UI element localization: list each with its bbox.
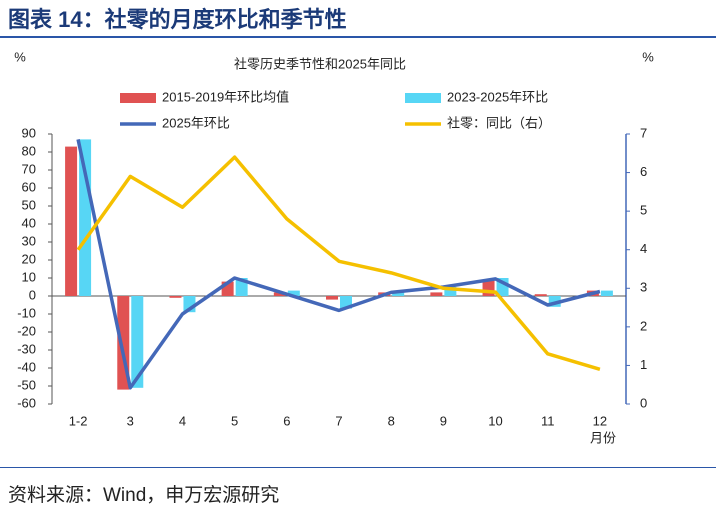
chart: 社零历史季节性和2025年同比 % % 月份 -60 -50 -40 -30 -20 -1… bbox=[14, 49, 654, 445]
x-axis-label: 月份 bbox=[590, 430, 616, 445]
y-tick-label: 20 bbox=[22, 251, 36, 266]
y-unit: % bbox=[14, 49, 26, 64]
y-tick-label: -50 bbox=[17, 377, 36, 392]
bar bbox=[600, 290, 613, 296]
x-tick-label: 12 bbox=[593, 413, 607, 428]
y2-tick-label: 4 bbox=[640, 241, 647, 256]
legend-label: 2023-2025年环比 bbox=[447, 89, 548, 104]
bar bbox=[326, 296, 338, 300]
y2-tick-label: 1 bbox=[640, 357, 647, 372]
y-tick-label: 40 bbox=[22, 215, 36, 230]
y-tick-label: -40 bbox=[17, 359, 36, 374]
bar bbox=[273, 292, 286, 296]
legend-label: 社零：同比（右） bbox=[447, 115, 551, 130]
source-rule bbox=[0, 467, 716, 468]
legend-swatch bbox=[405, 93, 441, 103]
y-tick-label: 0 bbox=[29, 287, 36, 302]
bar bbox=[430, 292, 443, 296]
y-tick-label: 10 bbox=[22, 269, 36, 284]
bar bbox=[444, 287, 457, 296]
x-tick-label: 11 bbox=[541, 413, 555, 428]
y2-tick-label: 7 bbox=[640, 125, 647, 140]
x-tick-label: 10 bbox=[488, 413, 502, 428]
x-tick-label: 5 bbox=[231, 413, 238, 428]
y-tick-label: -30 bbox=[17, 341, 36, 356]
line bbox=[76, 139, 601, 390]
x-tick-label: 9 bbox=[440, 413, 447, 428]
legend-swatch bbox=[120, 93, 156, 103]
bar bbox=[79, 139, 92, 296]
bar bbox=[392, 292, 405, 296]
source: 资料来源：Wind，申万宏源研究 bbox=[8, 485, 280, 506]
x-tick-label: 3 bbox=[127, 413, 134, 428]
y-tick-label: 90 bbox=[22, 125, 36, 140]
legend-label: 2015-2019年环比均值 bbox=[162, 89, 289, 104]
y-tick-label: 80 bbox=[22, 143, 36, 158]
chart-title: 社零历史季节性和2025年同比 bbox=[234, 56, 406, 71]
y-tick-label: -20 bbox=[17, 323, 36, 338]
bar bbox=[287, 290, 300, 296]
header-rule bbox=[0, 36, 716, 38]
y2-tick-label: 0 bbox=[640, 395, 647, 410]
bar bbox=[131, 296, 144, 388]
y2-tick-label: 2 bbox=[640, 318, 647, 333]
bar bbox=[65, 146, 78, 296]
y2-tick-label: 6 bbox=[640, 164, 647, 179]
x-tick-label: 1-2 bbox=[69, 413, 88, 428]
bar bbox=[169, 296, 182, 298]
y2-tick-label: 3 bbox=[640, 280, 647, 295]
bar bbox=[534, 294, 547, 296]
y-tick-label: -60 bbox=[17, 395, 36, 410]
y-tick-label: 30 bbox=[22, 233, 36, 248]
x-tick-label: 4 bbox=[179, 413, 186, 428]
y2-unit: % bbox=[642, 49, 654, 64]
y2-tick-label: 5 bbox=[640, 203, 647, 218]
x-tick-label: 7 bbox=[335, 413, 342, 428]
x-tick-label: 8 bbox=[388, 413, 395, 428]
line bbox=[76, 155, 601, 371]
legend-label: 2025年环比 bbox=[162, 115, 230, 130]
y-tick-label: -10 bbox=[17, 305, 36, 320]
header-title: 图表 14：社零的月度环比和季节性 bbox=[8, 7, 347, 32]
x-tick-label: 6 bbox=[283, 413, 290, 428]
y-tick-label: 70 bbox=[22, 161, 36, 176]
y-tick-label: 50 bbox=[22, 197, 36, 212]
y-tick-label: 60 bbox=[22, 179, 36, 194]
